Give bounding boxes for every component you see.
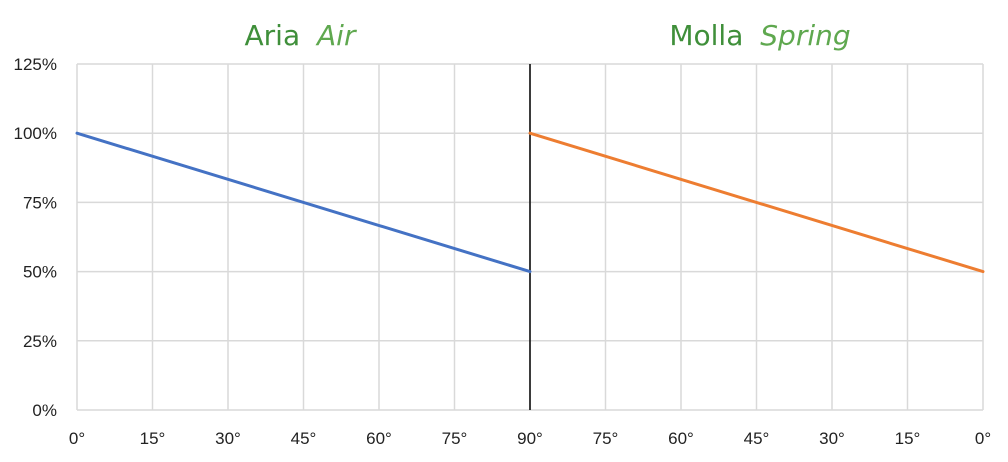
series-line-air bbox=[75, 131, 532, 274]
x-tick-label: 45° bbox=[744, 429, 770, 448]
x-tick-label: 75° bbox=[593, 429, 619, 448]
x-tick-label: 15° bbox=[140, 429, 166, 448]
y-tick-label: 25% bbox=[23, 332, 57, 351]
x-tick-label: 15° bbox=[895, 429, 921, 448]
x-tick-label: 75° bbox=[442, 429, 468, 448]
x-tick-label: 0° bbox=[975, 429, 991, 448]
title-spring-main: Molla bbox=[669, 19, 743, 52]
y-tick-label: 0% bbox=[32, 401, 57, 420]
x-axis-ticks: 0° 15° 30° 45° 60° 75° 90° 75° 60° 45° 30° 15° 0° bbox=[69, 429, 991, 448]
y-axis-ticks: 0% 25% 50% 75% 100% 125% bbox=[14, 55, 57, 420]
x-tick-label: 0° bbox=[69, 429, 85, 448]
series bbox=[75, 131, 985, 274]
x-tick-label: 60° bbox=[366, 429, 392, 448]
x-tick-label: 30° bbox=[819, 429, 845, 448]
title-air-italic: Air bbox=[315, 19, 357, 52]
title-air-main: Aria bbox=[245, 19, 301, 52]
series-line-spring bbox=[528, 131, 985, 274]
x-tick-label: 90° bbox=[517, 429, 543, 448]
y-tick-label: 50% bbox=[23, 263, 57, 282]
x-tick-label: 45° bbox=[291, 429, 317, 448]
chart-title-spring: Molla Spring bbox=[669, 19, 850, 52]
x-tick-label: 60° bbox=[668, 429, 694, 448]
y-tick-label: 75% bbox=[23, 193, 57, 212]
chart-title-air: Aria Air bbox=[245, 19, 357, 52]
y-tick-label: 100% bbox=[14, 124, 57, 143]
y-tick-label: 125% bbox=[14, 55, 57, 74]
x-tick-label: 30° bbox=[215, 429, 241, 448]
title-spring-italic: Spring bbox=[760, 19, 850, 52]
